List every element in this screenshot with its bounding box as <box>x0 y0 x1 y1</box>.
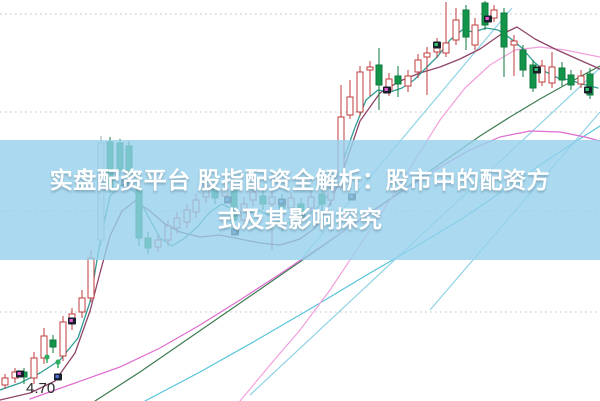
price-label: 4.70 <box>26 380 56 397</box>
